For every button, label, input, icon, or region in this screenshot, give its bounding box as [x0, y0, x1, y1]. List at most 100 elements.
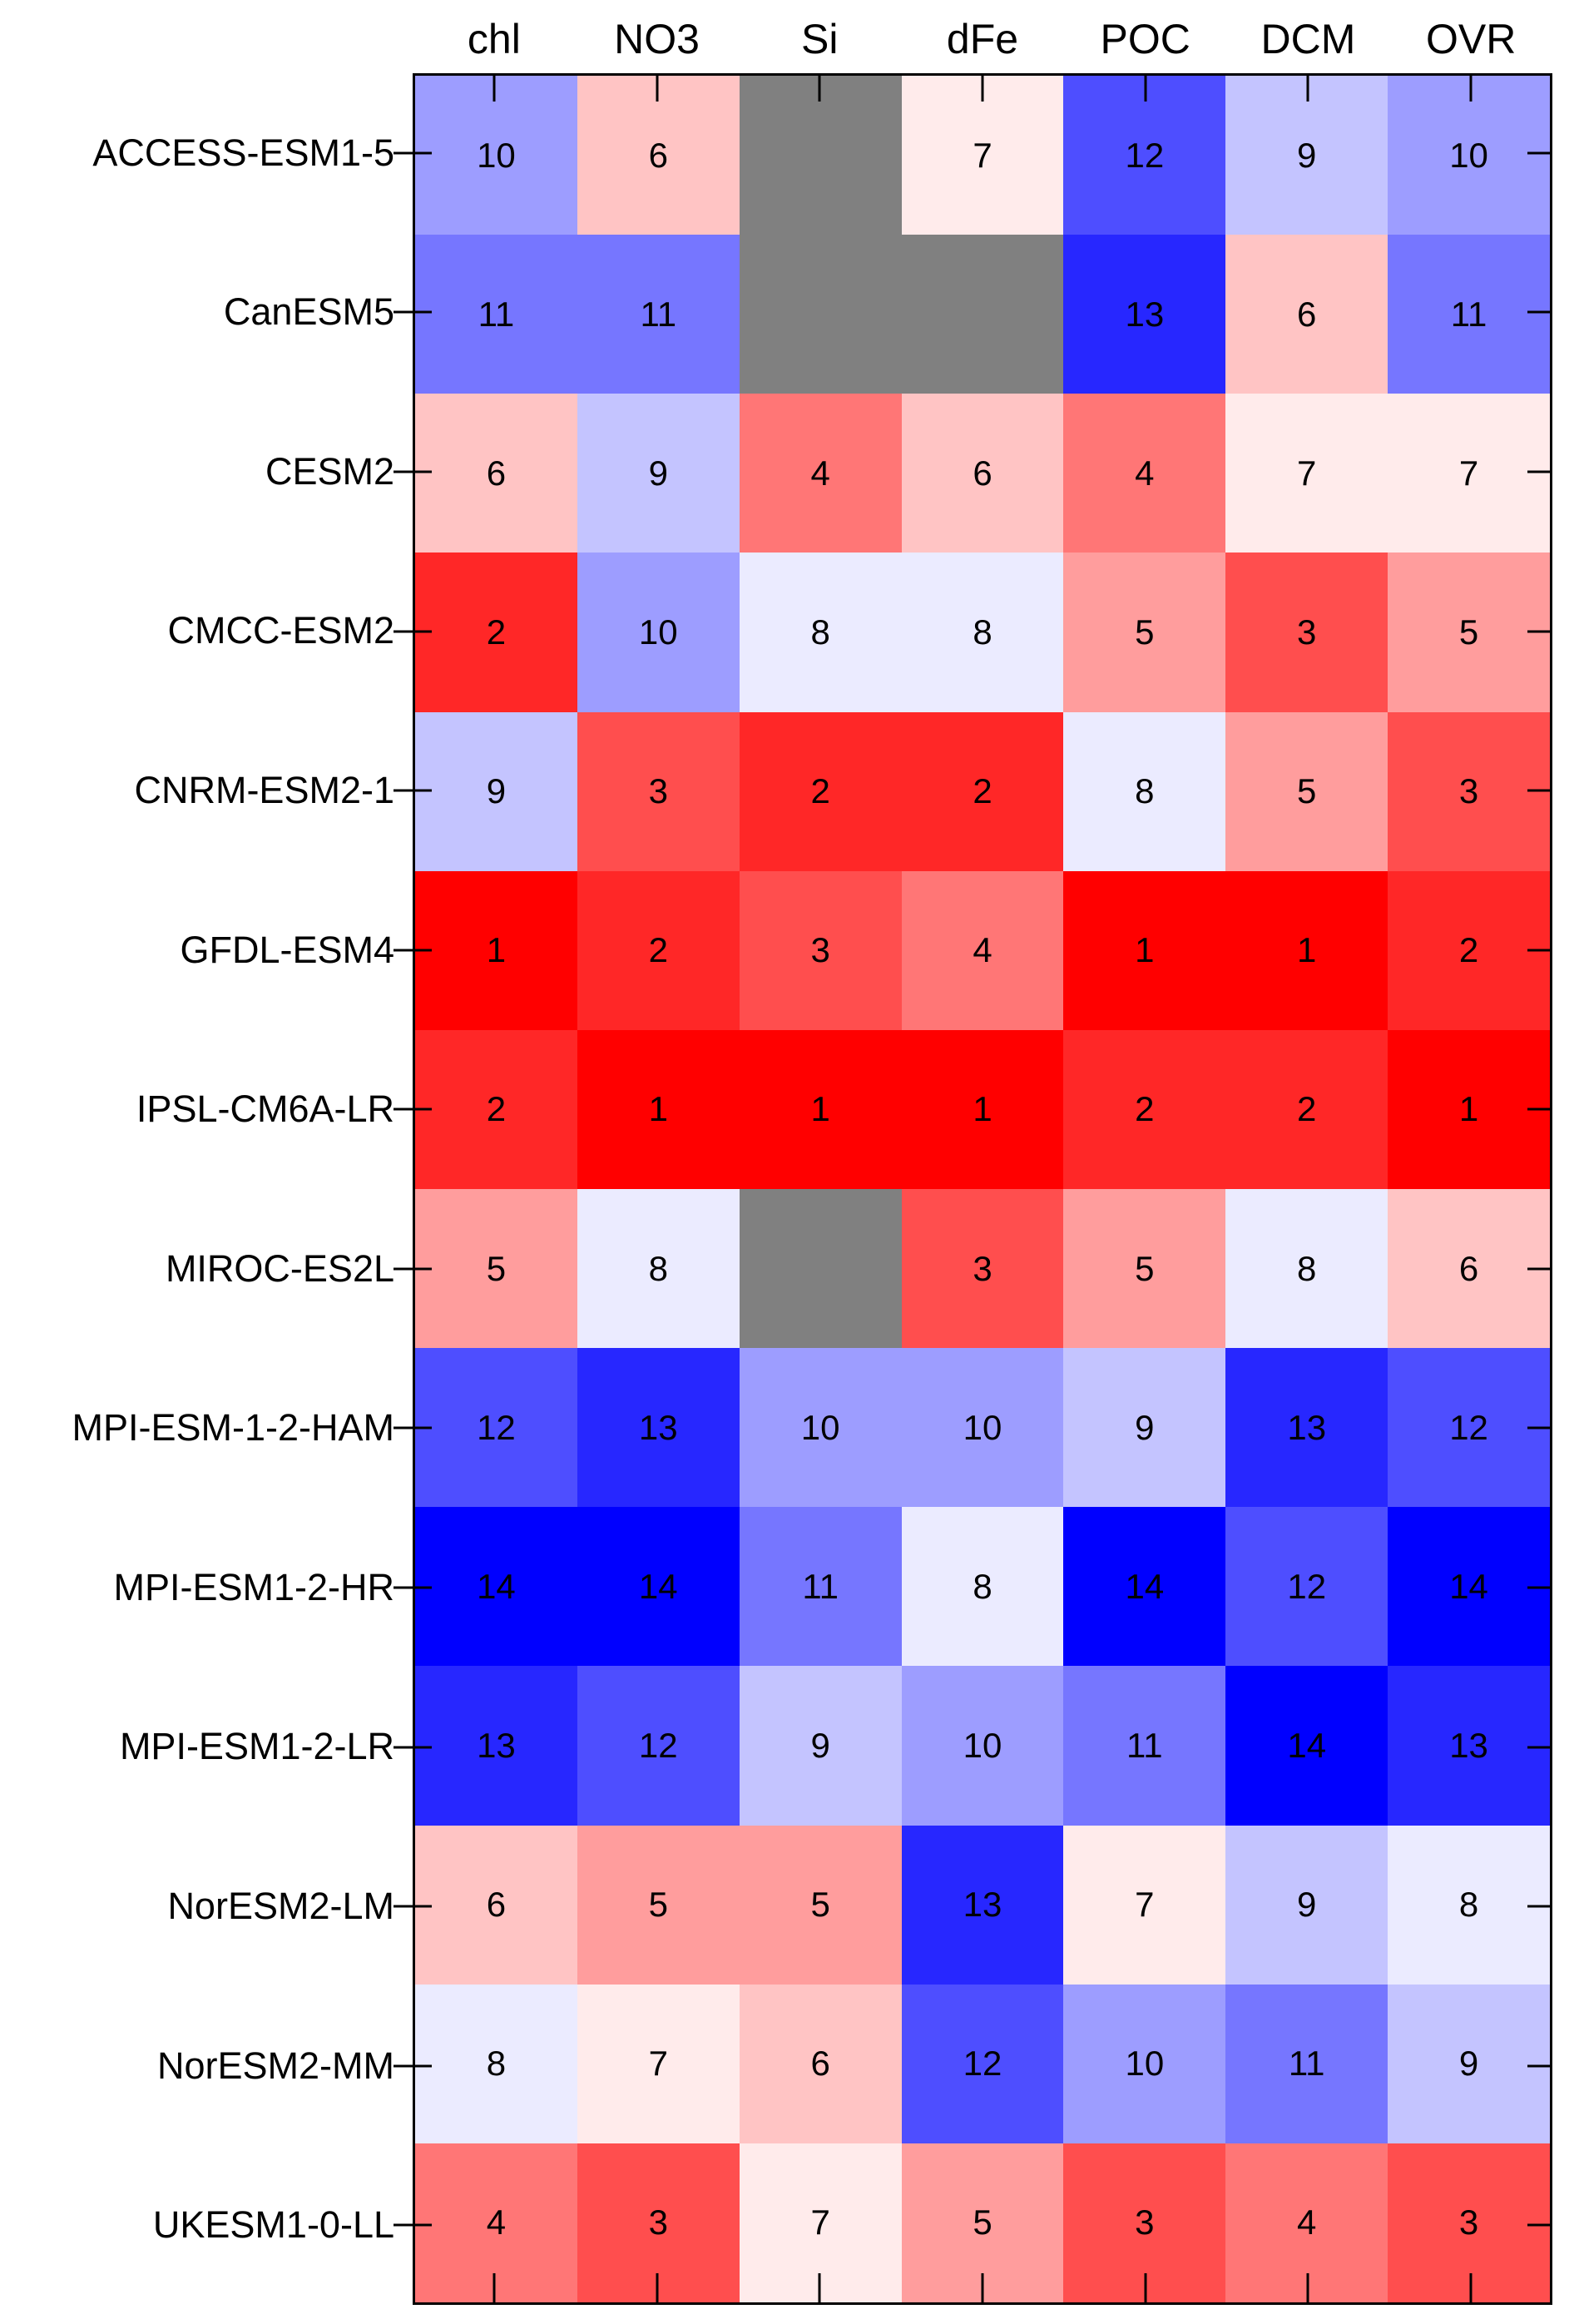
column-header: DCM — [1260, 16, 1356, 62]
cell-value: 8 — [810, 612, 830, 652]
heatmap-cell: 13 — [1225, 1348, 1388, 1508]
heatmap-cell: 13 — [577, 1348, 740, 1508]
row-label: MPI-ESM1-2-HR — [113, 1565, 394, 1608]
heatmap-cell: 1 — [739, 1029, 902, 1189]
heatmap-cell: 5 — [1388, 553, 1550, 712]
heatmap-cell: 10 — [415, 76, 577, 235]
heatmap-cell: 10 — [901, 1348, 1064, 1508]
column-header: Si — [801, 16, 839, 62]
heatmap-grid: 10 6 7 12 9 10 11 11 13 6 11 6 9 4 6 4 7 7 2 10 8 8 5 3 5 9 3 2 2 8 5 3… — [415, 76, 1550, 2302]
heatmap-plot: 10 6 7 12 9 10 11 11 13 6 11 6 9 4 6 4 7 7 2 10 8 8 5 3 5 9 3 2 2 8 5 3… — [413, 73, 1552, 2305]
heatmap-cell: 14 — [415, 1507, 577, 1667]
cell-value: 6 — [486, 1885, 507, 1925]
cell-value: 11 — [1288, 2044, 1325, 2084]
cell-value: 6 — [973, 453, 992, 493]
cell-value: 1 — [1135, 930, 1155, 970]
cell-value: 7 — [648, 2044, 668, 2084]
cell-value: 6 — [486, 453, 507, 493]
heatmap-cell: 4 — [415, 2143, 577, 2302]
heatmap-cell: 1 — [577, 1029, 740, 1189]
heatmap-cell-missing — [739, 235, 902, 394]
heatmap-cell: 11 — [1063, 1666, 1226, 1826]
cell-value: 5 — [810, 1885, 830, 1925]
cell-value: 14 — [638, 1566, 678, 1606]
heatmap-cell: 2 — [901, 711, 1064, 871]
cell-value: 3 — [810, 930, 830, 970]
column-header: chl — [467, 16, 521, 62]
heatmap-cell-missing — [901, 235, 1064, 394]
heatmap-cell: 12 — [1225, 1507, 1388, 1667]
heatmap-cell: 6 — [1225, 235, 1388, 394]
cell-value: 13 — [1449, 1725, 1488, 1765]
cell-value: 14 — [1125, 1566, 1165, 1606]
cell-value: 2 — [486, 1089, 507, 1129]
heatmap-cell: 14 — [1225, 1666, 1388, 1826]
cell-value: 1 — [486, 930, 507, 970]
cell-value: 9 — [1297, 135, 1317, 175]
cell-value: 13 — [638, 1407, 678, 1447]
cell-value: 5 — [1135, 612, 1155, 652]
heatmap-cell: 1 — [415, 870, 577, 1030]
heatmap-cell: 2 — [739, 711, 902, 871]
heatmap-cell: 9 — [1225, 76, 1388, 235]
heatmap-cell: 14 — [1063, 1507, 1226, 1667]
heatmap-cell: 9 — [1388, 1984, 1550, 2143]
heatmap-cell: 12 — [577, 1666, 740, 1826]
cell-value: 3 — [1135, 2203, 1155, 2242]
heatmap-cell: 7 — [1225, 394, 1388, 553]
heatmap-cell: 14 — [577, 1507, 740, 1667]
heatmap-cell: 3 — [1063, 2143, 1226, 2302]
heatmap-cell: 8 — [577, 1188, 740, 1349]
cell-value: 13 — [1287, 1407, 1327, 1447]
cell-value: 3 — [648, 771, 668, 811]
heatmap-cell: 8 — [415, 1984, 577, 2143]
heatmap-cell: 7 — [1063, 1825, 1226, 1985]
cell-value: 9 — [648, 453, 668, 493]
heatmap-cell: 4 — [901, 870, 1064, 1030]
cell-value: 10 — [963, 1407, 1002, 1447]
cell-value: 6 — [1297, 294, 1317, 334]
row-label: CESM2 — [265, 449, 394, 493]
heatmap-cell-missing — [739, 76, 902, 235]
cell-value: 8 — [973, 612, 992, 652]
heatmap-cell: 3 — [739, 870, 902, 1030]
cell-value: 5 — [1458, 612, 1479, 652]
row-label: GFDL-ESM4 — [180, 928, 394, 971]
heatmap-cell: 9 — [739, 1666, 902, 1826]
heatmap-cell: 2 — [1063, 1029, 1226, 1189]
cell-value: 5 — [1297, 771, 1317, 811]
heatmap-cell: 10 — [901, 1666, 1064, 1826]
row-label: IPSL-CM6A-LR — [136, 1088, 394, 1131]
cell-value: 7 — [1135, 1885, 1155, 1925]
cell-value: 8 — [648, 1248, 668, 1288]
heatmap-cell: 5 — [739, 1825, 902, 1985]
row-label: CMCC-ESM2 — [167, 609, 394, 652]
cell-value: 10 — [963, 1725, 1002, 1765]
heatmap-cell: 7 — [577, 1984, 740, 2143]
cell-value: 4 — [973, 930, 992, 970]
cell-value: 5 — [1135, 1248, 1155, 1288]
cell-value: 11 — [1126, 1725, 1163, 1765]
heatmap-cell: 6 — [739, 1984, 902, 2143]
cell-value: 14 — [1287, 1725, 1327, 1765]
heatmap-cell: 2 — [1225, 1029, 1388, 1189]
cell-value: 8 — [486, 2044, 507, 2084]
row-labels: ACCESS-ESM1-5 CanESM5 CESM2 CMCC-ESM2 CNRM-E… — [0, 73, 394, 2305]
row-label: UKESM1-0-LL — [152, 2203, 394, 2247]
heatmap-cell: 10 — [577, 553, 740, 712]
column-header: OVR — [1425, 16, 1517, 62]
heatmap-cell: 8 — [901, 553, 1064, 712]
heatmap-cell: 7 — [1388, 394, 1550, 553]
heatmap-cell: 5 — [901, 2143, 1064, 2302]
heatmap-cell: 9 — [1225, 1825, 1388, 1985]
cell-value: 10 — [1125, 2044, 1165, 2084]
cell-value: 8 — [1297, 1248, 1317, 1288]
cell-value: 9 — [486, 771, 507, 811]
cell-value: 13 — [1125, 294, 1165, 334]
cell-value: 1 — [1297, 930, 1317, 970]
heatmap-cell-missing — [739, 1188, 902, 1349]
column-header: POC — [1100, 16, 1190, 62]
heatmap-cell: 8 — [1388, 1825, 1550, 1985]
cell-value: 3 — [648, 2203, 668, 2242]
heatmap-cell: 2 — [415, 553, 577, 712]
